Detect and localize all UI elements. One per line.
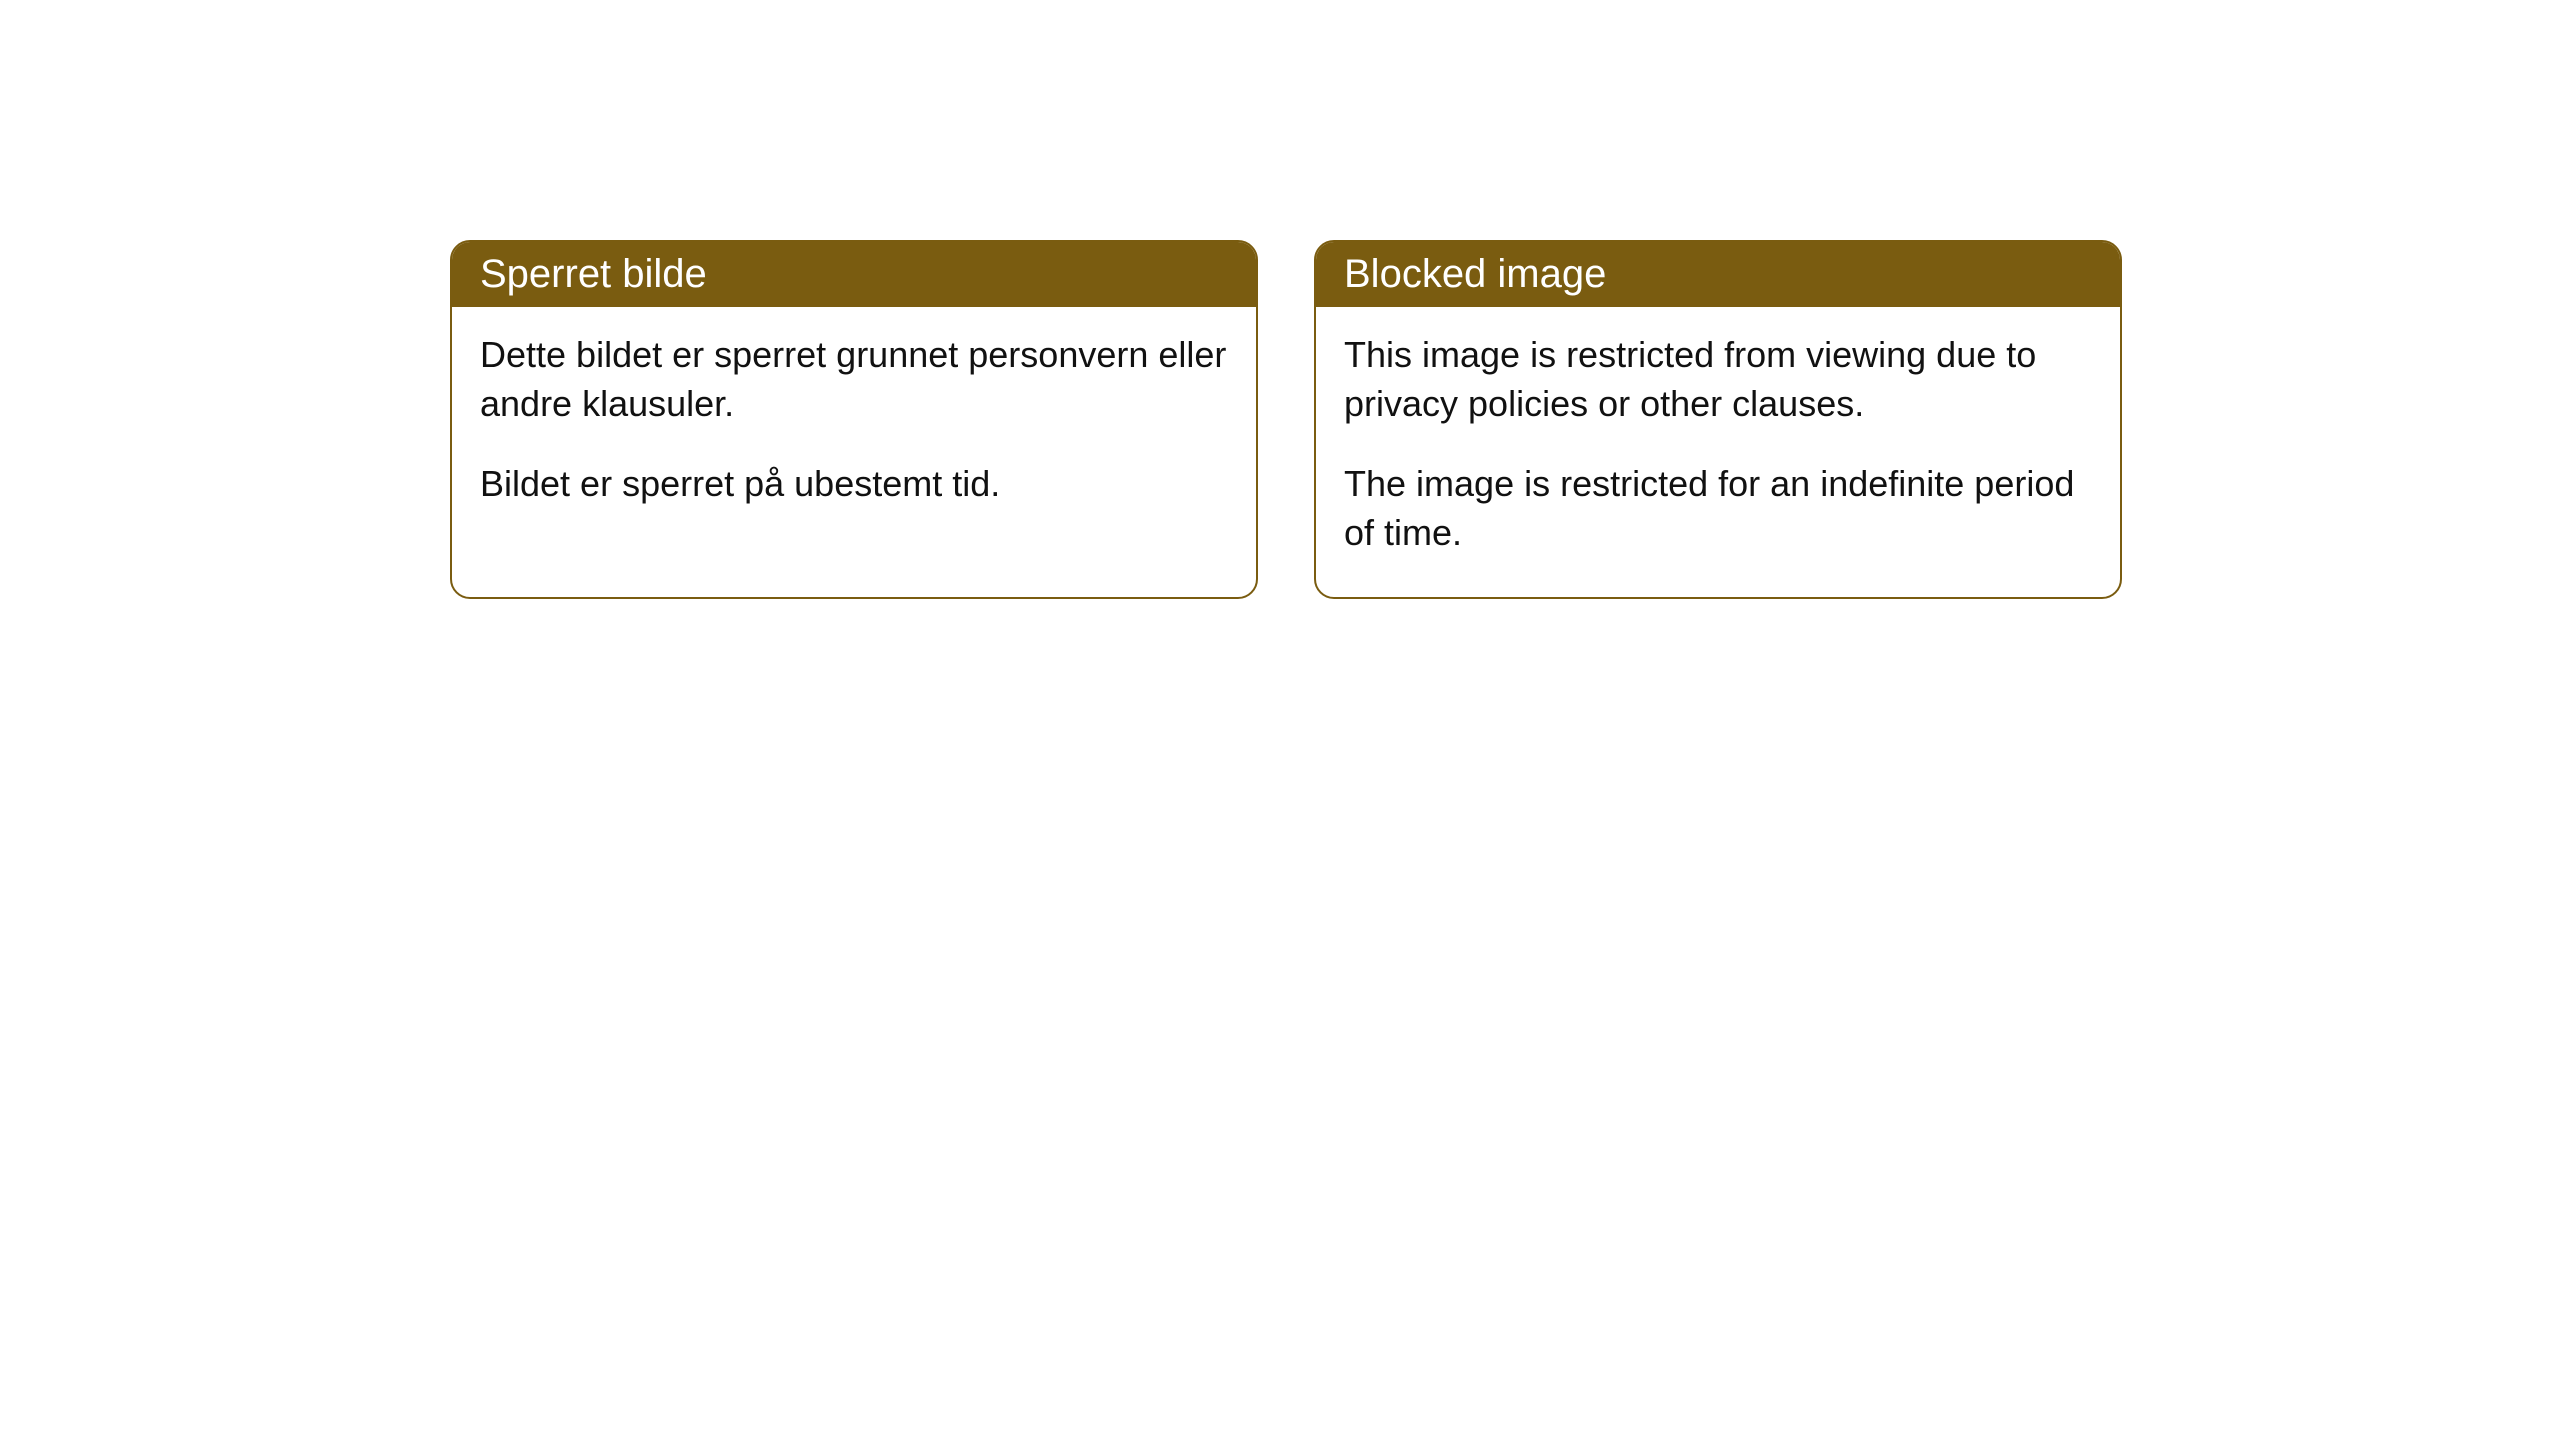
card-paragraph: Dette bildet er sperret grunnet personve…: [480, 331, 1228, 428]
card-body: This image is restricted from viewing du…: [1316, 307, 2120, 597]
card-header: Blocked image: [1316, 242, 2120, 307]
card-paragraph: Bildet er sperret på ubestemt tid.: [480, 460, 1228, 509]
notice-card-norwegian: Sperret bilde Dette bildet er sperret gr…: [450, 240, 1258, 599]
card-paragraph: The image is restricted for an indefinit…: [1344, 460, 2092, 557]
card-title: Sperret bilde: [480, 252, 707, 296]
card-header: Sperret bilde: [452, 242, 1256, 307]
card-body: Dette bildet er sperret grunnet personve…: [452, 307, 1256, 549]
card-title: Blocked image: [1344, 252, 1606, 296]
notice-cards-container: Sperret bilde Dette bildet er sperret gr…: [450, 240, 2122, 599]
notice-card-english: Blocked image This image is restricted f…: [1314, 240, 2122, 599]
card-paragraph: This image is restricted from viewing du…: [1344, 331, 2092, 428]
